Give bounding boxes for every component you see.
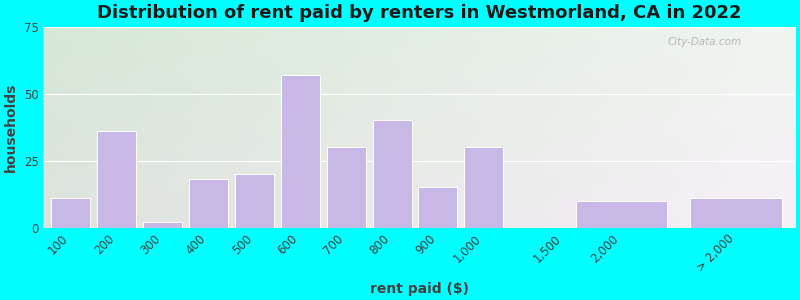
Title: Distribution of rent paid by renters in Westmorland, CA in 2022: Distribution of rent paid by renters in … xyxy=(98,4,742,22)
Bar xyxy=(281,75,320,228)
Bar xyxy=(464,147,503,228)
Bar xyxy=(326,147,366,228)
Bar xyxy=(51,198,90,228)
Bar xyxy=(235,174,274,228)
Y-axis label: households: households xyxy=(4,82,18,172)
X-axis label: rent paid ($): rent paid ($) xyxy=(370,282,469,296)
Text: City-Data.com: City-Data.com xyxy=(668,37,742,46)
Bar xyxy=(690,198,782,228)
Bar xyxy=(373,120,412,228)
Bar xyxy=(98,131,136,228)
Bar xyxy=(189,179,228,228)
Bar xyxy=(576,201,667,228)
Bar xyxy=(418,188,458,228)
Bar xyxy=(143,222,182,228)
